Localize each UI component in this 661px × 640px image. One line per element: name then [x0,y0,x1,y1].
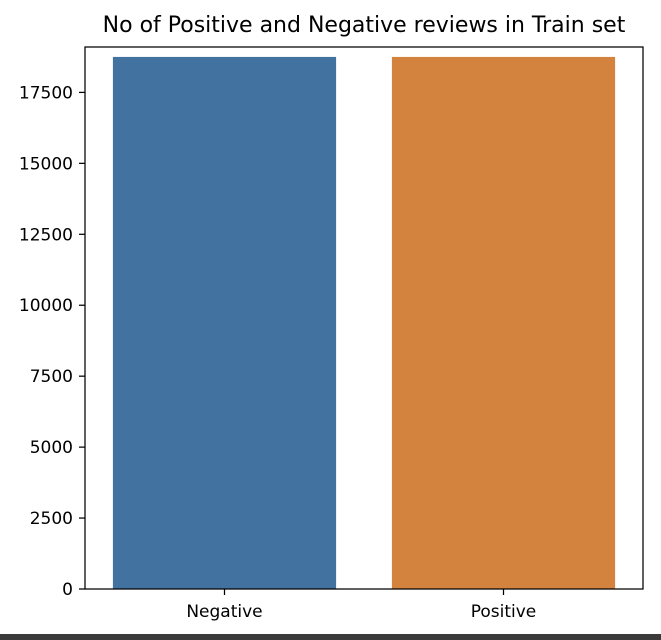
bar-negative [112,56,337,590]
x-tick-label: Positive [471,602,537,622]
y-tick-label: 15000 [19,154,73,174]
bar-positive [391,56,616,590]
bars-group [112,56,616,590]
x-axis-ticks: Negative Positive [186,589,536,622]
y-tick-label: 2500 [30,509,73,529]
chart-title: No of Positive and Negative reviews in T… [103,13,626,38]
y-tick-label: 5000 [30,438,73,458]
y-tick-label: 7500 [30,367,73,387]
y-tick-label: 10000 [19,296,73,316]
y-tick-label: 0 [62,580,73,600]
x-tick-label: Negative [186,602,262,622]
y-axis-ticks: 0 2500 5000 7500 10000 12500 15000 17500 [19,83,85,600]
y-tick-label: 17500 [19,83,73,103]
y-tick-label: 12500 [19,225,73,245]
bottom-border [0,634,661,640]
plot-frame [84,46,644,590]
